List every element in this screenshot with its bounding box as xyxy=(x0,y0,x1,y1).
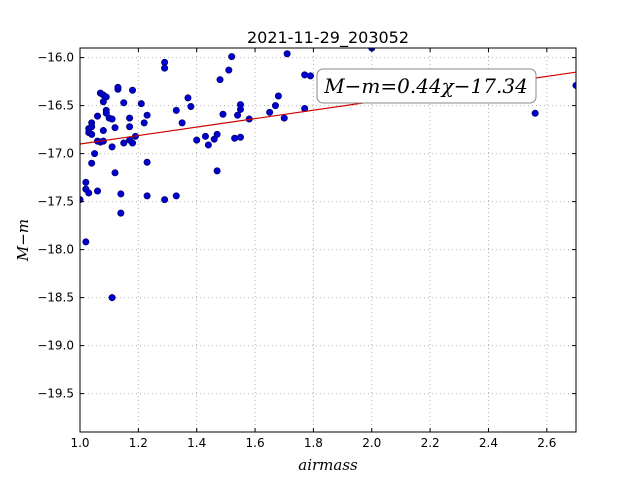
data-point xyxy=(102,93,110,101)
data-point xyxy=(108,294,116,302)
fit-annotation: M−m=0.44χ−17.34 xyxy=(316,68,537,104)
data-point xyxy=(531,109,539,117)
x-tick-label: 1.4 xyxy=(187,436,206,450)
data-point xyxy=(120,139,128,147)
data-point xyxy=(114,83,122,91)
y-tick-label: −19.0 xyxy=(37,339,74,353)
x-tick-label: 2.6 xyxy=(537,436,556,450)
data-point xyxy=(231,134,239,142)
data-point xyxy=(228,53,236,61)
y-axis-label: M−m xyxy=(14,219,32,262)
y-tick-label: −17.0 xyxy=(37,147,74,161)
data-point xyxy=(306,72,314,80)
data-point xyxy=(236,105,244,113)
data-point xyxy=(172,106,180,114)
data-point xyxy=(161,64,169,72)
data-point xyxy=(301,71,309,79)
chart-title: 2021-11-29_203052 xyxy=(247,28,409,48)
data-point xyxy=(283,50,291,58)
y-tick-label: −16.5 xyxy=(37,99,74,113)
data-point xyxy=(82,238,90,246)
data-point xyxy=(213,167,221,175)
data-point xyxy=(219,110,227,118)
data-point xyxy=(126,114,134,122)
data-point xyxy=(94,112,102,120)
x-tick-label: 1.0 xyxy=(70,436,89,450)
fit-annotation-box xyxy=(316,68,537,104)
data-point xyxy=(274,92,282,100)
x-tick-labels: 1.0 1.2 1.4 1.6 1.8 2.0 2.2 2.4 2.6 xyxy=(70,436,556,450)
y-tick-label: −18.0 xyxy=(37,243,74,257)
x-tick-label: 1.8 xyxy=(304,436,323,450)
data-point xyxy=(143,192,151,200)
x-tick-label: 2.2 xyxy=(421,436,440,450)
data-point xyxy=(108,115,116,123)
data-point xyxy=(126,123,134,131)
data-point xyxy=(143,158,151,166)
data-point xyxy=(129,139,137,147)
data-point xyxy=(111,169,119,177)
data-point xyxy=(88,159,96,167)
data-point xyxy=(108,143,116,151)
data-point xyxy=(201,132,209,140)
x-tick-label: 1.2 xyxy=(129,436,148,450)
grid-layer xyxy=(79,48,576,432)
data-point xyxy=(271,102,279,110)
ticks-layer xyxy=(79,48,576,432)
plot-frame xyxy=(79,47,577,433)
plot-area-background xyxy=(80,48,576,432)
y-tick-label: −17.5 xyxy=(37,195,74,209)
data-point xyxy=(117,209,125,217)
y-tick-labels: −16.0 −16.5 −17.0 −17.5 −18.0 −18.5 −19.0 −19.5 xyxy=(37,51,74,401)
data-point xyxy=(143,111,151,119)
data-point xyxy=(117,190,125,198)
x-tick-label: 2.4 xyxy=(479,436,498,450)
data-point xyxy=(225,66,233,74)
data-point xyxy=(85,189,93,197)
data-point xyxy=(88,130,96,138)
data-point xyxy=(236,133,244,141)
data-point xyxy=(234,111,242,119)
x-axis-label: airmass xyxy=(298,456,358,474)
data-point xyxy=(161,58,169,66)
fit-annotation-label: M−m=0.44χ−17.34 xyxy=(323,74,528,98)
y-tick-label: −16.0 xyxy=(37,51,74,65)
data-point xyxy=(184,94,192,102)
data-point xyxy=(193,136,201,144)
data-point xyxy=(140,119,148,127)
data-point xyxy=(280,114,288,122)
data-point xyxy=(88,123,96,131)
data-point xyxy=(187,103,195,111)
data-point xyxy=(266,108,274,116)
data-point xyxy=(216,76,224,84)
data-point xyxy=(91,150,99,158)
data-point xyxy=(172,192,180,200)
data-point xyxy=(129,86,137,94)
data-point xyxy=(178,119,186,127)
y-tick-label: −19.5 xyxy=(37,387,74,401)
data-point xyxy=(120,99,128,107)
data-point xyxy=(204,141,212,149)
data-point xyxy=(137,100,145,108)
x-tick-label: 1.6 xyxy=(246,436,265,450)
y-tick-label: −18.5 xyxy=(37,291,74,305)
data-point xyxy=(94,187,102,195)
data-point xyxy=(111,124,119,132)
data-point xyxy=(161,196,169,204)
data-point xyxy=(213,130,221,138)
x-tick-label: 2.0 xyxy=(362,436,381,450)
data-point xyxy=(82,178,90,186)
data-point xyxy=(99,127,107,135)
